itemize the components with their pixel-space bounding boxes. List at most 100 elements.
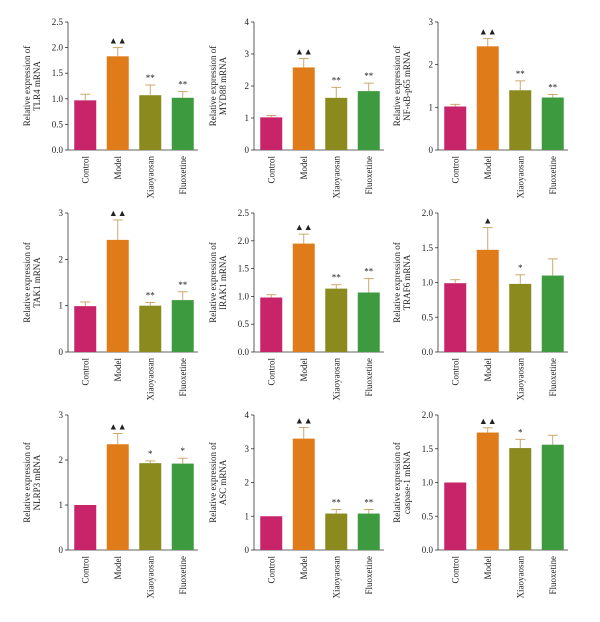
significance-marker: ** bbox=[364, 71, 374, 81]
y-axis-title: Relative expression of bbox=[208, 242, 218, 322]
significance-marker: * bbox=[518, 427, 523, 437]
y-axis-title: Relative expression of bbox=[208, 46, 218, 126]
y-tick-label: 0.5 bbox=[422, 312, 434, 322]
bar-control bbox=[444, 106, 467, 150]
bar-fluoxetine bbox=[171, 300, 194, 352]
category-label: Fluoxetine bbox=[178, 556, 188, 595]
bar-control bbox=[444, 283, 467, 352]
category-label: Control bbox=[450, 358, 460, 386]
category-label: Xiaoyaosan bbox=[515, 156, 525, 199]
bar-fluoxetine bbox=[171, 97, 194, 150]
category-label: Control bbox=[80, 358, 90, 386]
bar-model bbox=[292, 67, 315, 150]
significance-marker: ▲▲ bbox=[295, 46, 313, 56]
bar-control bbox=[260, 297, 283, 352]
bar-control bbox=[260, 117, 283, 150]
bar-control bbox=[260, 516, 283, 550]
y-tick-label: 3 bbox=[59, 410, 64, 420]
significance-marker: ▲▲ bbox=[295, 222, 313, 232]
panel-6: 0 1 2 3 Relative expression of NLRP3 mRNA Cont… bbox=[22, 410, 198, 599]
category-label: Fluoxetine bbox=[364, 358, 374, 397]
y-tick-label: 4 bbox=[245, 17, 250, 27]
y-axis-title: Relative expression of bbox=[392, 46, 402, 126]
category-label: Xiaoyaosan bbox=[515, 358, 525, 401]
y-tick-label: 1.5 bbox=[422, 444, 434, 454]
significance-marker: ▲ bbox=[483, 216, 492, 226]
bar-model bbox=[106, 56, 129, 150]
category-label: Xiaoyaosan bbox=[145, 156, 155, 199]
bar-fluoxetine bbox=[541, 97, 564, 150]
bar-model bbox=[106, 444, 129, 550]
category-label: Fluoxetine bbox=[364, 156, 374, 195]
y-tick-label: 2.0 bbox=[238, 236, 250, 246]
y-tick-label: 1.5 bbox=[422, 243, 434, 253]
bar-model bbox=[292, 438, 315, 550]
bar-fluoxetine bbox=[541, 444, 564, 550]
y-tick-label: 3 bbox=[59, 208, 64, 218]
bar-model bbox=[476, 432, 499, 550]
category-label: Xiaoyaosan bbox=[145, 358, 155, 401]
significance-marker: ** bbox=[146, 73, 156, 83]
y-tick-label: 0 bbox=[245, 145, 250, 155]
y-tick-label: 1.5 bbox=[238, 264, 250, 274]
category-label: Fluoxetine bbox=[178, 358, 188, 397]
bar-xiaoyaosan bbox=[509, 90, 532, 150]
y-tick-label: 0 bbox=[429, 145, 434, 155]
y-tick-label: 1.0 bbox=[422, 478, 434, 488]
bar-fluoxetine bbox=[357, 91, 380, 150]
y-tick-label: 1 bbox=[59, 301, 64, 311]
significance-marker: * bbox=[148, 449, 153, 459]
y-tick-label: 3 bbox=[245, 444, 250, 454]
significance-marker: * bbox=[181, 446, 186, 456]
panel-2: 0 1 2 3 Relative expression of NF-κB-p65 mRNA… bbox=[392, 17, 568, 199]
category-label: Fluoxetine bbox=[548, 358, 558, 397]
category-label: Control bbox=[80, 156, 90, 184]
y-tick-label: 1.5 bbox=[52, 68, 64, 78]
category-label: Fluoxetine bbox=[548, 156, 558, 195]
category-label: Model bbox=[483, 156, 493, 180]
y-tick-label: 2.5 bbox=[238, 208, 250, 218]
bar-xiaoyaosan bbox=[325, 513, 348, 550]
category-label: Fluoxetine bbox=[364, 556, 374, 595]
y-tick-label: 0 bbox=[245, 545, 250, 555]
category-label: Xiaoyaosan bbox=[331, 556, 341, 599]
y-axis-title: Relative expression of bbox=[22, 46, 32, 126]
category-label: Control bbox=[266, 156, 276, 184]
significance-marker: ** bbox=[178, 80, 188, 90]
y-tick-label: 2 bbox=[245, 81, 250, 91]
bar-model bbox=[292, 243, 315, 352]
y-axis-title: TAK1 mRNA bbox=[32, 257, 42, 308]
y-tick-label: 1 bbox=[245, 511, 250, 521]
y-axis-title: Relative expression of bbox=[392, 442, 402, 522]
category-label: Control bbox=[450, 556, 460, 584]
category-label: Control bbox=[80, 556, 90, 584]
y-axis-title: NLRP3 mRNA bbox=[32, 454, 42, 510]
bar-control bbox=[74, 100, 97, 150]
y-axis-title: IRAK1 mRNA bbox=[218, 255, 228, 310]
bar-control bbox=[444, 482, 467, 550]
bar-xiaoyaosan bbox=[139, 95, 162, 150]
y-axis-title: Relative expression of bbox=[392, 242, 402, 322]
significance-marker: ** bbox=[516, 69, 526, 79]
bar-xiaoyaosan bbox=[325, 288, 348, 352]
bar-xiaoyaosan bbox=[509, 448, 532, 550]
category-label: Model bbox=[483, 358, 493, 382]
y-axis-title: TLR4 mRNA bbox=[32, 61, 42, 111]
bar-model bbox=[476, 249, 499, 352]
category-label: Xiaoyaosan bbox=[515, 556, 525, 599]
y-tick-label: 2.0 bbox=[422, 410, 434, 420]
category-label: Control bbox=[266, 556, 276, 584]
y-tick-label: 1 bbox=[245, 113, 250, 123]
panel-7: 0 1 2 3 4 Relative expression of ASC mRNA Contr… bbox=[208, 410, 384, 599]
category-label: Control bbox=[450, 156, 460, 184]
bar-control bbox=[74, 306, 97, 352]
category-label: Model bbox=[113, 156, 123, 180]
bar-fluoxetine bbox=[357, 513, 380, 550]
category-label: Xiaoyaosan bbox=[331, 156, 341, 199]
y-tick-label: 0 bbox=[59, 347, 64, 357]
bar-fluoxetine bbox=[541, 275, 564, 352]
bar-fluoxetine bbox=[357, 292, 380, 352]
significance-marker: * bbox=[518, 263, 523, 273]
significance-marker: ** bbox=[364, 267, 374, 277]
panel-5: 0.0 0.5 1.0 1.5 2.0 Relative expression of TRA… bbox=[392, 208, 568, 401]
